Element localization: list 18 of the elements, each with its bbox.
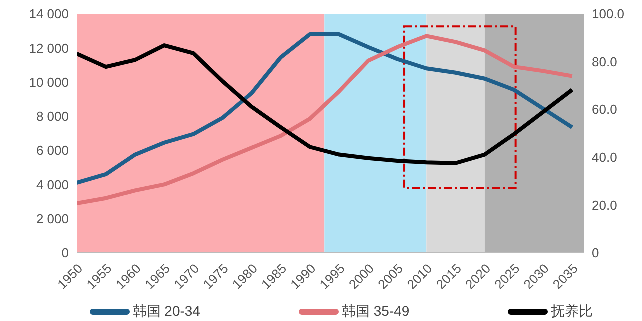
legend-label: 抚养比 [551,303,594,321]
legend-label: 韩国 20-34 [132,303,200,321]
y-tick-label: 4 000 [36,177,69,192]
y-tick-label: 10 000 [29,74,69,90]
y-tick-label: 14 000 [29,6,69,22]
legend-label: 韩国 35-49 [342,303,410,321]
y2-tick-label: 100.0 [592,6,625,22]
y2-tick-label: 20.0 [592,198,618,213]
y2-tick-label: 80.0 [592,54,618,70]
y-tick-label: 2 000 [36,211,69,226]
y2-tick-label: 60.0 [592,102,618,118]
y-tick-label: 6 000 [36,143,69,158]
y-tick-label: 0 [62,246,69,261]
y-tick-label: 12 000 [29,40,69,56]
y2-tick-label: 0 [592,246,600,261]
line-series [77,44,574,166]
y2-tick-label: 40.0 [592,150,618,166]
y-tick-label: 8 000 [36,109,69,124]
